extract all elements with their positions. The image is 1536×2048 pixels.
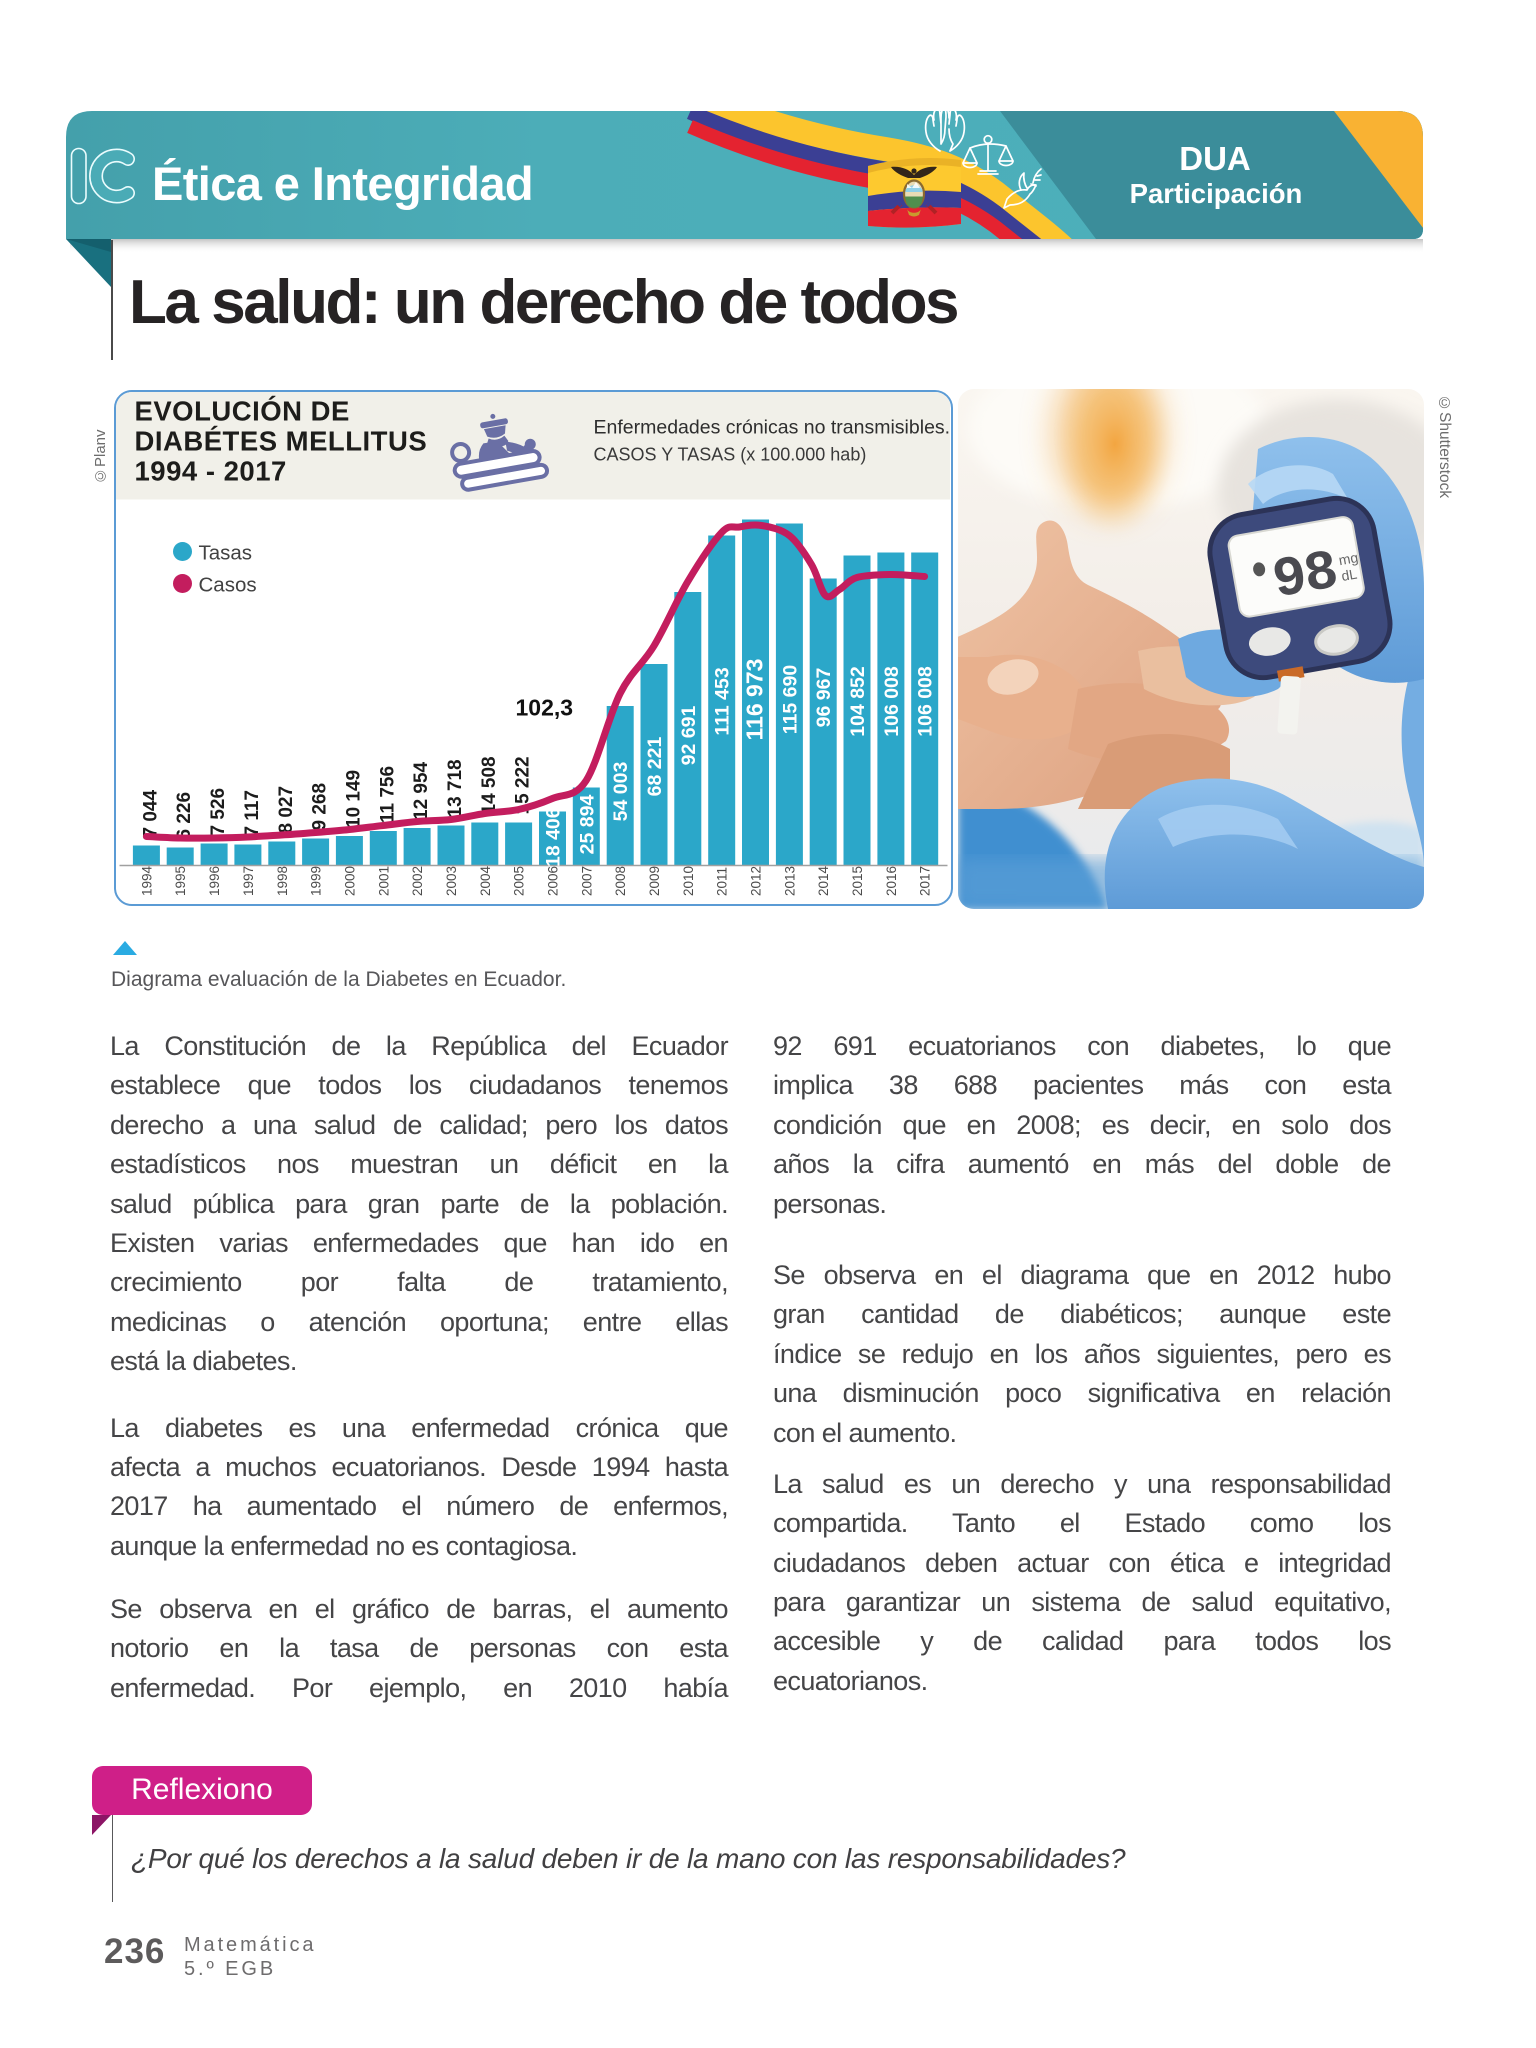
svg-text:2001: 2001 bbox=[376, 866, 391, 896]
svg-text:7 044: 7 044 bbox=[140, 790, 161, 838]
svg-text:13 718: 13 718 bbox=[445, 759, 466, 817]
svg-text:106 008: 106 008 bbox=[881, 666, 903, 737]
svg-text:115 690: 115 690 bbox=[779, 665, 801, 735]
svg-text:2012: 2012 bbox=[749, 866, 764, 896]
svg-text:98: 98 bbox=[1268, 540, 1341, 614]
svg-text:2005: 2005 bbox=[512, 866, 527, 896]
svg-text:EVOLUCIÓN DE: EVOLUCIÓN DE bbox=[135, 396, 350, 427]
svg-text:7 526: 7 526 bbox=[208, 788, 229, 836]
svg-text:2014: 2014 bbox=[816, 865, 831, 896]
svg-text:116 973: 116 973 bbox=[742, 659, 768, 741]
svg-text:2017: 2017 bbox=[918, 866, 933, 896]
svg-text:2000: 2000 bbox=[342, 866, 357, 896]
svg-text:1995: 1995 bbox=[173, 866, 188, 896]
svg-text:Ética e Integridad: Ética e Integridad bbox=[152, 157, 533, 210]
svg-text:2010: 2010 bbox=[681, 866, 696, 896]
svg-text:18 406: 18 406 bbox=[543, 807, 565, 867]
svg-text:2016: 2016 bbox=[884, 866, 899, 896]
svg-text:6 226: 6 226 bbox=[174, 792, 195, 840]
svg-text:1998: 1998 bbox=[275, 866, 290, 896]
svg-text:10 149: 10 149 bbox=[343, 770, 364, 828]
svg-text:2006: 2006 bbox=[546, 866, 561, 896]
svg-text:11 756: 11 756 bbox=[377, 766, 398, 823]
svg-text:1994: 1994 bbox=[139, 865, 154, 896]
svg-text:2002: 2002 bbox=[410, 866, 425, 896]
svg-text:96 967: 96 967 bbox=[813, 668, 835, 728]
svg-text:2013: 2013 bbox=[782, 866, 797, 896]
svg-text:1999: 1999 bbox=[309, 866, 324, 896]
svg-text:14 508: 14 508 bbox=[479, 756, 500, 814]
svg-text:1994 - 2017: 1994 - 2017 bbox=[135, 456, 287, 487]
svg-text:25 894: 25 894 bbox=[576, 795, 598, 855]
svg-text:2008: 2008 bbox=[613, 866, 628, 896]
svg-text:104 852: 104 852 bbox=[847, 666, 869, 737]
svg-text:7 117: 7 117 bbox=[242, 790, 263, 837]
svg-text:Tasas: Tasas bbox=[199, 542, 253, 565]
svg-text:2015: 2015 bbox=[850, 866, 865, 896]
svg-text:102,3: 102,3 bbox=[516, 695, 574, 721]
svg-text:1997: 1997 bbox=[241, 866, 256, 896]
svg-text:9 268: 9 268 bbox=[310, 783, 331, 831]
svg-text:15 222: 15 222 bbox=[513, 756, 534, 814]
svg-text:2004: 2004 bbox=[478, 865, 493, 896]
svg-text:68 221: 68 221 bbox=[644, 737, 666, 797]
svg-text:Participación: Participación bbox=[1130, 178, 1303, 209]
svg-text:2011: 2011 bbox=[715, 867, 730, 896]
svg-text:106 008: 106 008 bbox=[915, 666, 937, 737]
svg-text:8 027: 8 027 bbox=[276, 786, 297, 834]
svg-text:DUA: DUA bbox=[1179, 140, 1251, 177]
svg-text:dL: dL bbox=[1340, 565, 1358, 583]
svg-text:1996: 1996 bbox=[207, 866, 222, 896]
svg-text:2009: 2009 bbox=[647, 866, 662, 896]
svg-text:Casos: Casos bbox=[199, 574, 257, 597]
svg-text:2007: 2007 bbox=[579, 866, 594, 896]
svg-text:54 003: 54 003 bbox=[610, 762, 632, 822]
svg-text:DIABÉTES MELLITUS: DIABÉTES MELLITUS bbox=[135, 426, 428, 457]
svg-text:CASOS Y TASAS (x 100.000 hab): CASOS Y TASAS (x 100.000 hab) bbox=[594, 445, 867, 465]
svg-text:2003: 2003 bbox=[444, 866, 459, 896]
svg-text:92 691: 92 691 bbox=[678, 706, 700, 766]
svg-text:12 954: 12 954 bbox=[411, 761, 432, 820]
svg-text:mg: mg bbox=[1337, 549, 1359, 568]
svg-text:Enfermedades crónicas no trans: Enfermedades crónicas no transmisibles. bbox=[594, 417, 951, 439]
svg-text:111 453: 111 453 bbox=[712, 667, 734, 735]
